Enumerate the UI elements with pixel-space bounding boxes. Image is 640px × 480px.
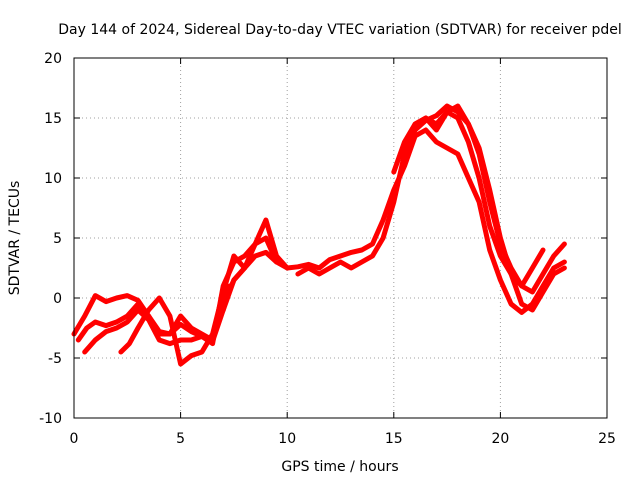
x-tick-label: 10 [278, 431, 296, 447]
x-tick-label: 25 [598, 431, 616, 447]
y-tick-label: -5 [48, 351, 62, 367]
series-line-track-5 [220, 127, 567, 315]
x-tick-label: 0 [70, 431, 79, 447]
chart-title: Day 144 of 2024, Sidereal Day-to-day VTE… [58, 22, 622, 38]
series-line-track-4 [118, 235, 279, 367]
axis-ticks [73, 57, 608, 419]
y-tick-label: 0 [53, 291, 62, 307]
y-tick-label: 20 [44, 51, 62, 67]
series-line-track-8 [402, 103, 546, 289]
x-tick-label: 20 [491, 431, 509, 447]
x-tick-labels: 0 5 10 15 20 25 [70, 431, 616, 447]
y-axis-label: SDTVAR / TECUs [7, 181, 23, 296]
x-axis-label: GPS time / hours [281, 459, 398, 475]
y-tick-label: -10 [39, 411, 62, 427]
x-tick-label: 5 [176, 431, 185, 447]
y-tick-label: 15 [44, 111, 62, 127]
x-tick-label: 15 [385, 431, 403, 447]
data-series [71, 103, 567, 367]
y-tick-label: 10 [44, 171, 62, 187]
y-tick-label: 5 [53, 231, 62, 247]
y-tick-labels: -10 -5 0 5 10 15 20 [39, 51, 62, 427]
series-line-track-7 [391, 109, 567, 295]
